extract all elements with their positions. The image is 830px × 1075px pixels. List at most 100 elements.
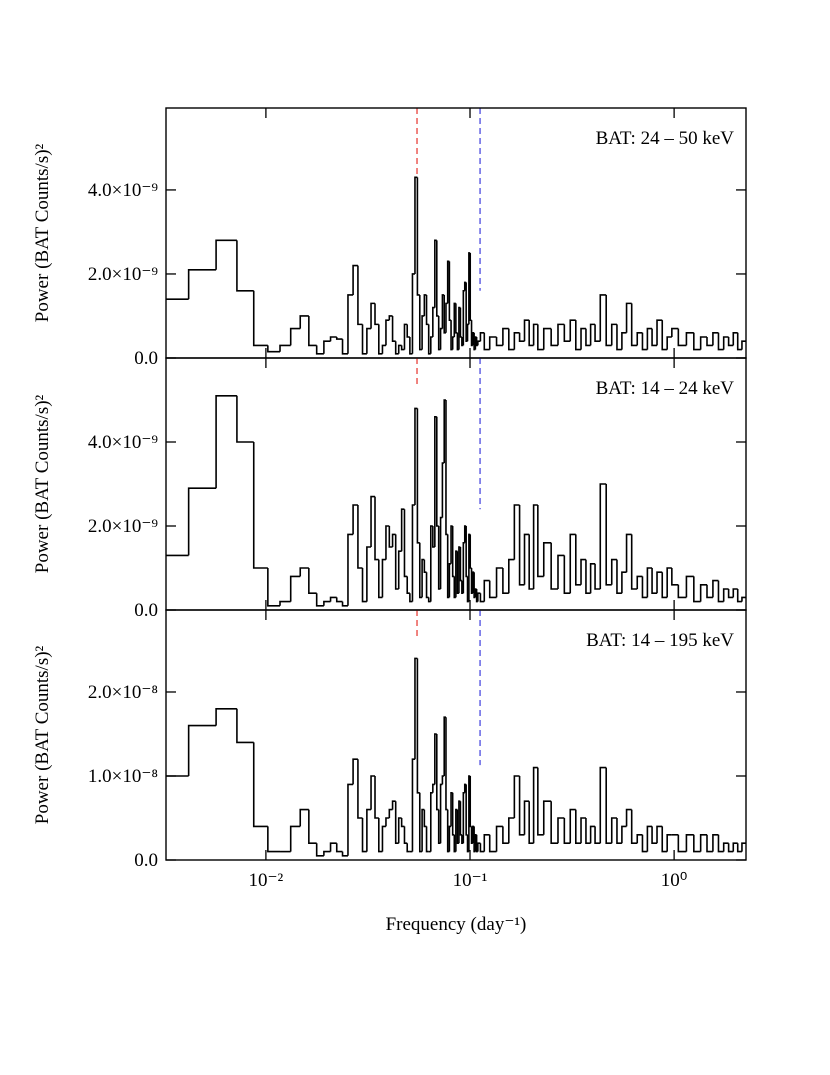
power-step <box>411 758 415 852</box>
power-step <box>563 555 571 594</box>
y-tick-label: 0.0 <box>134 850 158 871</box>
power-step <box>741 340 746 350</box>
power-step <box>671 327 679 337</box>
power-step <box>289 327 301 346</box>
power-step <box>341 339 348 355</box>
power-step <box>651 826 658 844</box>
panel-annotation: BAT: 14 – 195 keV <box>586 630 734 651</box>
power-step <box>366 808 372 852</box>
power-step <box>557 817 565 844</box>
power-step <box>518 775 525 836</box>
power-step <box>267 826 281 853</box>
power-step <box>575 809 582 844</box>
power-step <box>477 842 481 852</box>
power-step <box>712 331 719 346</box>
power-step <box>479 593 485 603</box>
power-step <box>388 526 393 548</box>
power-step <box>421 315 425 350</box>
power-step <box>677 834 687 853</box>
power-step <box>366 546 372 602</box>
power-step <box>495 567 503 598</box>
power-step <box>236 240 254 292</box>
power-step <box>495 336 503 347</box>
power-step <box>463 783 467 793</box>
power-step <box>594 563 601 590</box>
power-step <box>394 534 399 590</box>
power-step <box>685 833 694 852</box>
power-step <box>352 504 358 535</box>
power-step <box>542 542 552 577</box>
power-step <box>580 558 586 585</box>
power-step <box>699 584 708 602</box>
power-step <box>605 484 612 586</box>
power-step <box>439 516 443 589</box>
power-step <box>462 542 465 594</box>
power-step <box>732 588 738 598</box>
power-step <box>537 767 544 836</box>
x-tick-label: 10⁻² <box>249 870 284 891</box>
power-step <box>736 843 742 853</box>
power-step <box>736 332 742 351</box>
power-step <box>508 328 515 351</box>
power-step <box>437 315 441 351</box>
power-step <box>385 817 390 827</box>
power-step <box>532 766 538 844</box>
power-step <box>621 571 627 594</box>
power-step <box>361 324 367 355</box>
power-step <box>400 345 405 351</box>
power-step <box>741 596 746 602</box>
power-step <box>599 483 607 589</box>
power-step <box>429 791 433 852</box>
power-step <box>557 554 565 589</box>
power-step <box>625 808 632 827</box>
power-step <box>636 575 643 589</box>
power-step <box>605 767 612 844</box>
power-step <box>646 327 653 350</box>
power-step <box>537 505 544 578</box>
power-step <box>347 533 354 606</box>
power-step <box>439 783 443 844</box>
panel-plot <box>166 358 746 607</box>
power-step <box>473 332 476 351</box>
power-step <box>289 825 301 852</box>
power-step <box>403 509 408 578</box>
power-step <box>656 571 663 594</box>
power-step <box>661 572 668 599</box>
power-step <box>374 303 379 326</box>
power-step <box>610 558 617 585</box>
power-step <box>646 825 653 852</box>
power-step <box>435 416 439 527</box>
power-step <box>381 558 386 598</box>
power-step <box>381 825 386 852</box>
power-step <box>589 323 596 346</box>
power-step <box>448 563 452 598</box>
power-step <box>335 597 343 603</box>
power-step <box>693 332 701 351</box>
power-step <box>580 817 586 844</box>
power-step <box>215 239 237 270</box>
power-step <box>727 843 734 853</box>
power-step <box>329 336 337 342</box>
power-step <box>513 775 520 818</box>
power-step <box>445 717 448 811</box>
power-step <box>523 533 530 585</box>
power-step <box>385 319 390 346</box>
power-step <box>378 324 383 355</box>
power-step <box>388 808 393 818</box>
power-step <box>677 328 687 347</box>
power-step <box>722 588 729 602</box>
power-step <box>479 331 485 342</box>
power-step <box>423 809 427 828</box>
power-step <box>391 533 396 547</box>
power-step <box>341 851 348 857</box>
power-step <box>641 332 648 351</box>
power-step <box>347 294 354 354</box>
power-step <box>706 834 713 853</box>
power-step <box>315 843 324 857</box>
power-step <box>475 336 478 347</box>
power-step <box>575 534 582 586</box>
y-axis-label: Power (BAT Counts/s)² <box>32 645 53 824</box>
panel-annotation: BAT: 24 – 50 keV <box>596 128 735 149</box>
power-step <box>416 658 420 794</box>
power-step <box>279 344 291 352</box>
